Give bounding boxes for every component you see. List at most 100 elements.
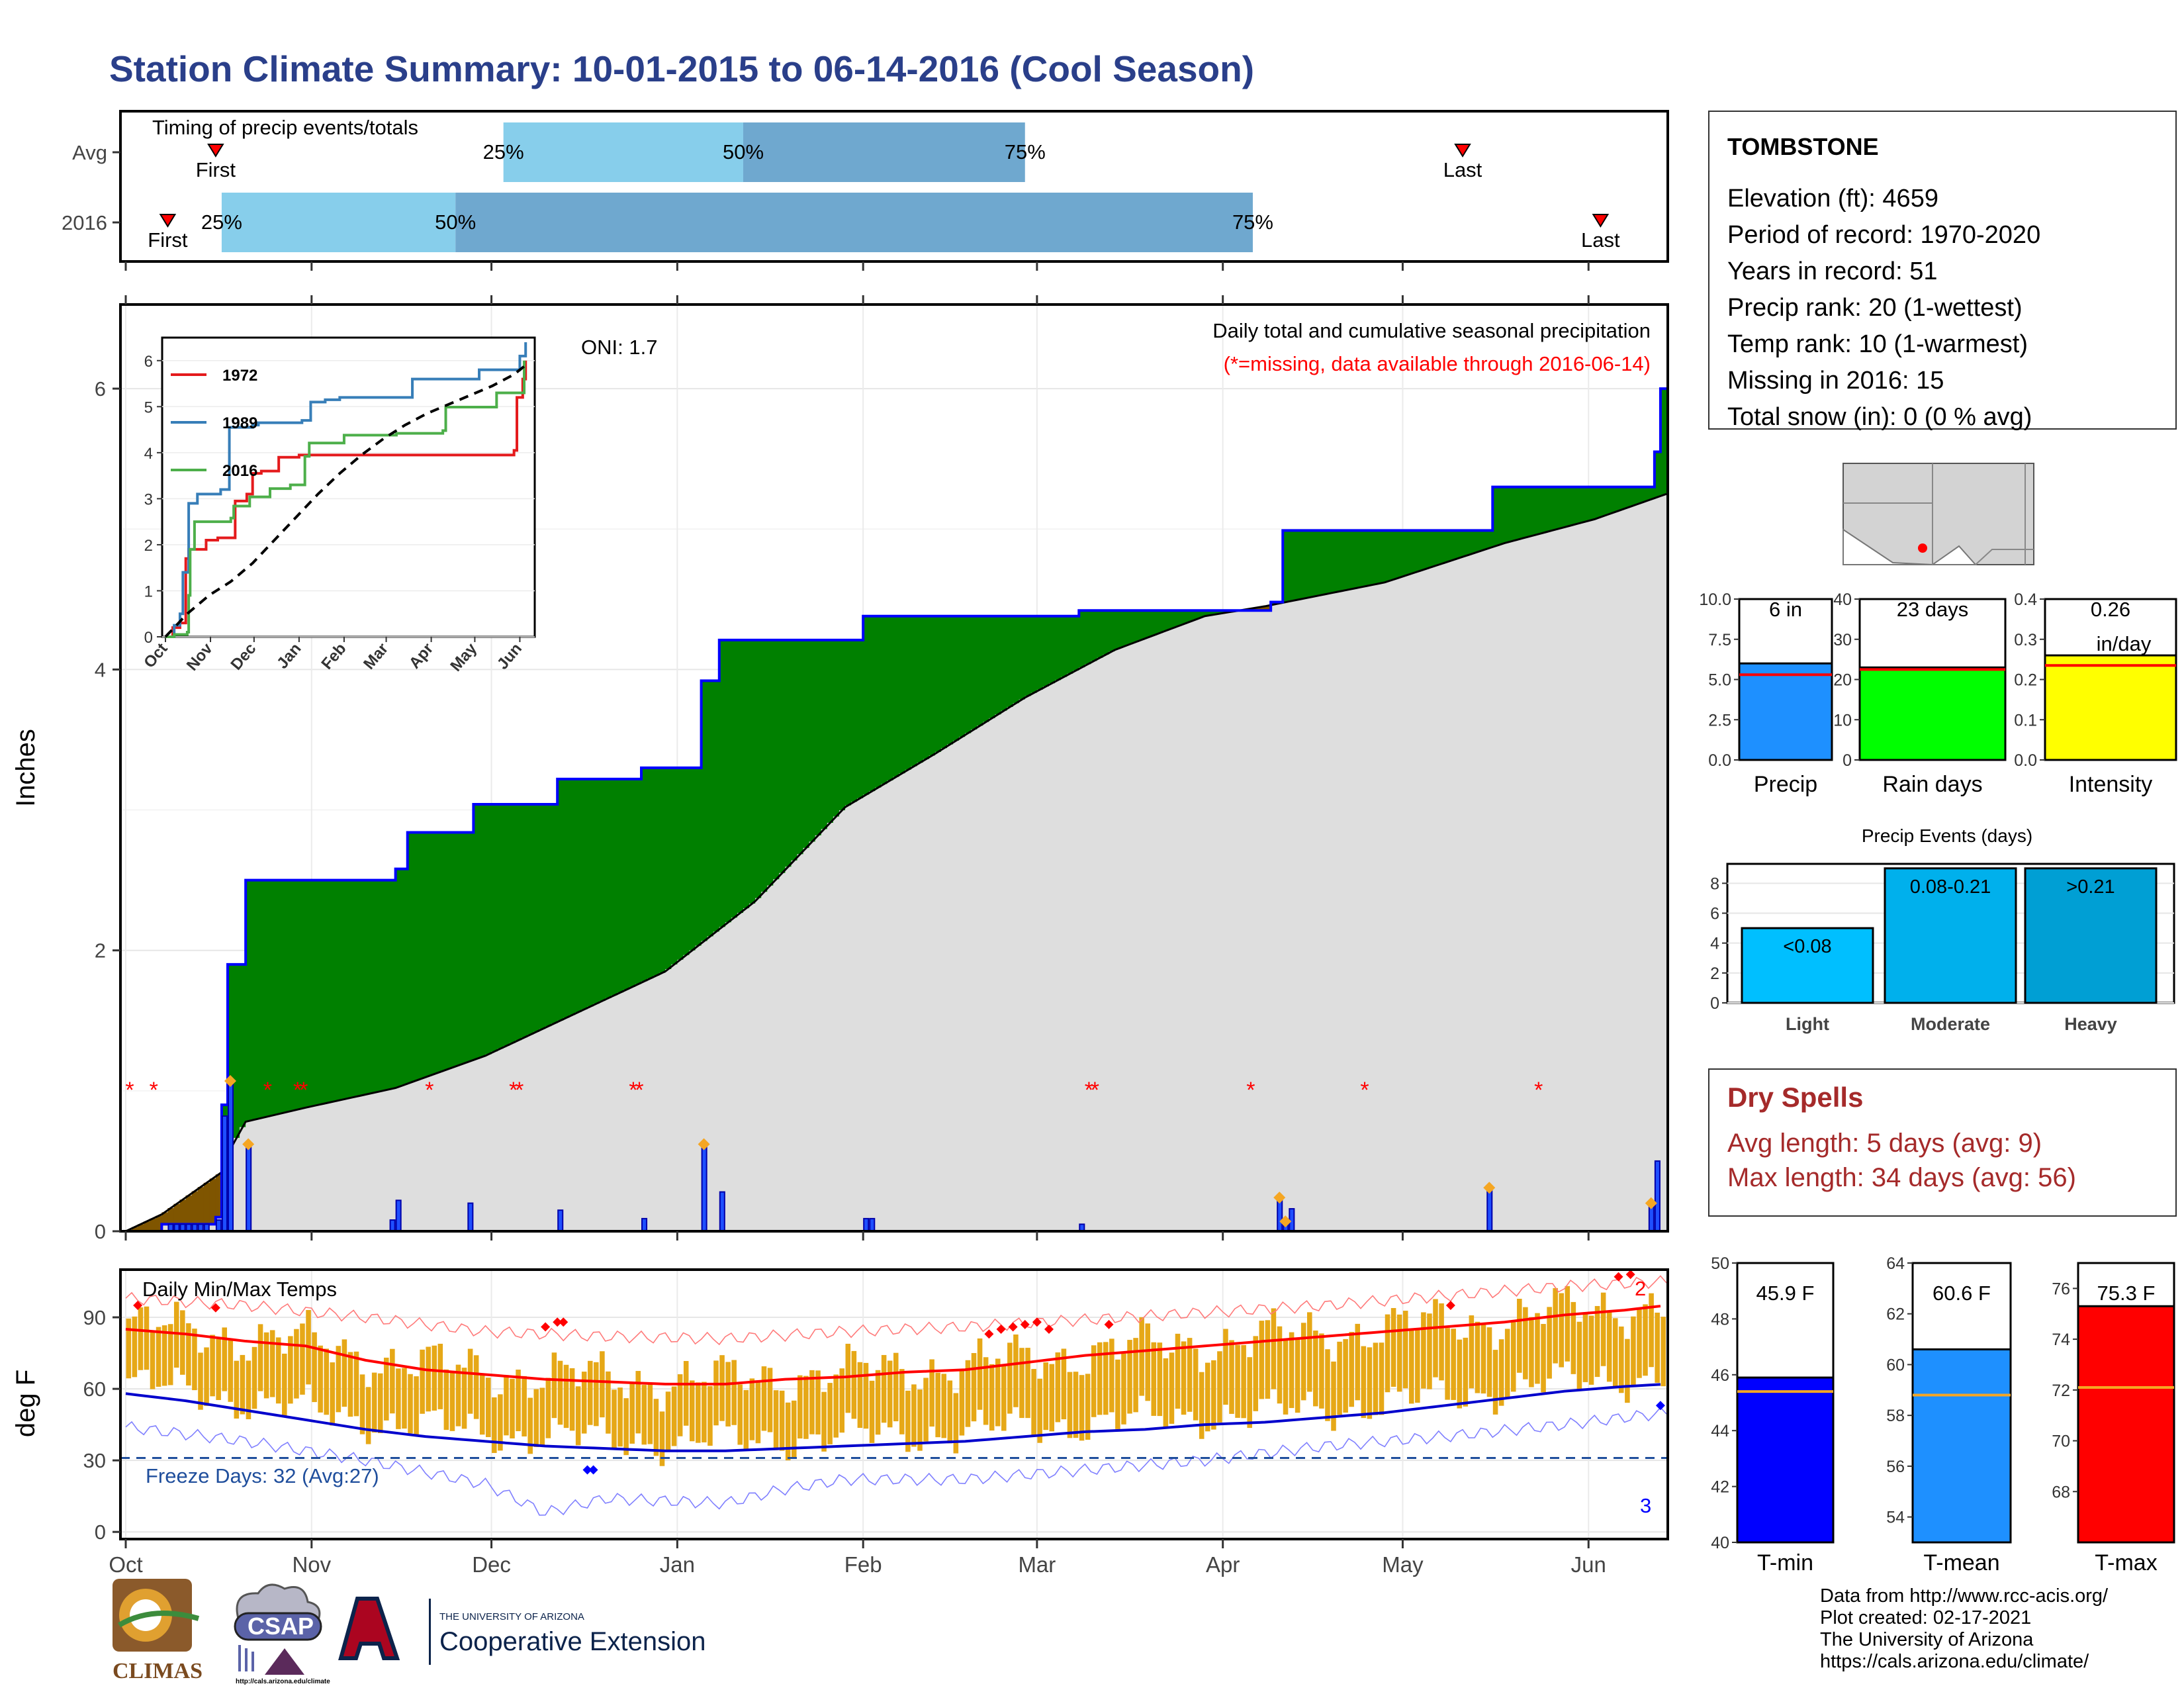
normal-fill bbox=[455, 1065, 462, 1231]
daily-precip-bar bbox=[221, 1115, 228, 1232]
normal-fill bbox=[353, 1096, 360, 1231]
below-average-fill bbox=[1252, 608, 1259, 611]
above-average-fill bbox=[1295, 530, 1301, 600]
daily-temp-range bbox=[1373, 1342, 1379, 1415]
daily-temp-range bbox=[785, 1402, 791, 1461]
below-average-fill bbox=[138, 1224, 144, 1231]
daily-temp-range bbox=[887, 1360, 893, 1428]
above-average-fill bbox=[1390, 530, 1397, 580]
daily-temp-range bbox=[1637, 1307, 1642, 1378]
temp-bar-value: 75.3 F bbox=[2097, 1282, 2156, 1305]
normal-fill bbox=[809, 841, 816, 1231]
above-average-fill bbox=[1385, 530, 1391, 582]
daily-temp-range bbox=[755, 1382, 761, 1444]
daily-temp-range bbox=[1265, 1320, 1271, 1399]
daily-temp-range bbox=[779, 1390, 785, 1451]
normal-fill bbox=[1336, 591, 1343, 1231]
daily-temp-range bbox=[522, 1376, 527, 1436]
record-high-diamond bbox=[1020, 1319, 1030, 1329]
timing-p50-label: 50% bbox=[435, 211, 476, 234]
daily-temp-range bbox=[1031, 1369, 1036, 1435]
normal-fill bbox=[989, 718, 995, 1231]
above-average-fill bbox=[809, 639, 816, 842]
normal-fill bbox=[785, 867, 792, 1231]
daily-temp-range bbox=[1295, 1338, 1300, 1413]
timing-p25-label: 25% bbox=[483, 140, 524, 164]
record-high-diamond bbox=[1104, 1319, 1114, 1329]
daily-temp-range bbox=[702, 1382, 707, 1442]
daily-temp-range bbox=[773, 1390, 779, 1450]
daily-temp-range bbox=[1181, 1341, 1187, 1415]
daily-temp-range bbox=[1025, 1348, 1030, 1419]
above-average-fill bbox=[1181, 610, 1187, 624]
below-average-fill bbox=[1259, 606, 1265, 611]
above-average-fill bbox=[1097, 610, 1104, 658]
normal-fill bbox=[1138, 639, 1146, 1231]
below-average-fill bbox=[191, 1191, 199, 1225]
above-average-fill bbox=[1115, 610, 1122, 649]
daily-temp-range bbox=[1241, 1344, 1246, 1419]
daily-temp-range bbox=[1445, 1328, 1450, 1400]
daily-temp-range bbox=[563, 1364, 569, 1429]
daily-temp-range bbox=[539, 1387, 545, 1446]
daily-temp-range bbox=[1649, 1293, 1654, 1368]
station-name: TOMBSTONE bbox=[1727, 133, 1879, 160]
daily-temp-range bbox=[1313, 1331, 1318, 1407]
above-average-fill bbox=[635, 778, 642, 984]
normal-fill bbox=[677, 959, 684, 1231]
above-average-fill bbox=[227, 964, 234, 1149]
normal-fill bbox=[653, 975, 660, 1231]
daily-temp-range bbox=[977, 1338, 983, 1410]
timing-row-label: 2016 bbox=[62, 211, 107, 234]
above-average-fill bbox=[827, 639, 834, 823]
normal-fill bbox=[1252, 610, 1259, 1231]
daily-temp-range bbox=[1175, 1333, 1181, 1409]
normal-fill bbox=[359, 1095, 366, 1231]
above-average-fill bbox=[1469, 530, 1475, 554]
daily-temp-range bbox=[594, 1362, 599, 1427]
daily-temp-range bbox=[833, 1374, 839, 1438]
below-average-fill bbox=[179, 1199, 187, 1225]
below-average-fill bbox=[185, 1195, 193, 1225]
temp-y-tick-label: 60 bbox=[83, 1378, 106, 1401]
above-average-fill bbox=[1582, 487, 1589, 522]
map-background bbox=[1843, 463, 2034, 565]
normal-fill bbox=[329, 1102, 336, 1231]
temp-y-axis-label: deg F bbox=[11, 1370, 40, 1437]
normal-fill bbox=[317, 1104, 324, 1231]
above-average-fill bbox=[1570, 487, 1577, 525]
normal-fill bbox=[467, 1060, 474, 1231]
credit-line: Data from http://www.rcc-acis.org/ bbox=[1820, 1585, 2109, 1607]
above-average-fill bbox=[437, 832, 444, 1072]
normal-fill bbox=[755, 898, 762, 1231]
summary-bar-tick-label: 10.0 bbox=[1699, 590, 1731, 609]
inset-y-tick-label: 3 bbox=[144, 491, 153, 508]
normal-fill bbox=[1042, 686, 1050, 1231]
first-label: First bbox=[148, 228, 188, 252]
record-low-count: 3 bbox=[1640, 1494, 1651, 1517]
daily-temp-range bbox=[1061, 1348, 1067, 1420]
above-average-fill bbox=[905, 616, 912, 770]
inset-frame bbox=[161, 336, 536, 638]
missing-marker: * bbox=[263, 1078, 272, 1103]
daily-temp-range bbox=[251, 1346, 257, 1409]
normal-fill bbox=[1277, 603, 1283, 1231]
above-average-fill bbox=[1042, 616, 1050, 686]
max-precip-diamond bbox=[1483, 1182, 1496, 1194]
above-average-fill bbox=[671, 767, 678, 964]
inset-y-tick-label: 1 bbox=[144, 583, 153, 600]
above-average-fill bbox=[767, 639, 774, 886]
normal-fill bbox=[437, 1072, 444, 1231]
daily-temp-range bbox=[1600, 1292, 1606, 1366]
temp-bar-tick-label: 76 bbox=[2052, 1280, 2070, 1298]
timing-bar-50-75 bbox=[455, 193, 1253, 252]
daily-temp-range bbox=[1043, 1362, 1048, 1430]
normal-fill bbox=[281, 1112, 289, 1231]
normal-fill bbox=[1259, 610, 1265, 1231]
record-high-diamond bbox=[1614, 1272, 1623, 1282]
record-high-diamond bbox=[1625, 1270, 1635, 1280]
normal-fill bbox=[473, 1058, 480, 1231]
daily-temp-range bbox=[479, 1374, 485, 1435]
above-average-fill bbox=[1330, 530, 1338, 593]
temp-bar-chart: 40 42 44 46 48 50 45.9 F T-min bbox=[1711, 1254, 1835, 1575]
